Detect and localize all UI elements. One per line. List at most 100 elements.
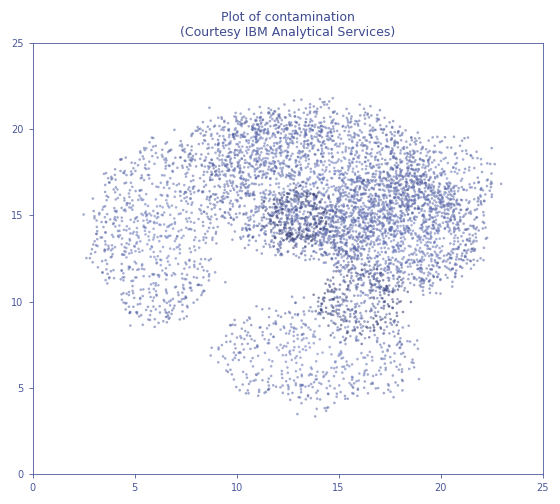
Point [327, 243, 336, 251]
Point [423, 244, 432, 253]
Point [364, 193, 373, 201]
Point [300, 236, 309, 244]
Point [325, 161, 334, 169]
Point [181, 292, 190, 300]
Point [352, 315, 361, 323]
Point [148, 297, 157, 305]
Point [327, 311, 336, 319]
Point [402, 259, 410, 267]
Point [303, 221, 312, 229]
Point [322, 229, 331, 237]
Point [374, 199, 383, 207]
Point [359, 134, 368, 142]
Point [405, 260, 414, 268]
Point [410, 281, 419, 289]
Point [272, 196, 281, 204]
Point [354, 214, 363, 222]
Point [356, 221, 365, 229]
Point [317, 142, 326, 150]
Point [360, 245, 369, 254]
Point [450, 190, 459, 198]
Point [368, 353, 377, 361]
Point [360, 298, 368, 306]
Point [404, 150, 413, 158]
Point [372, 258, 381, 266]
Point [261, 207, 270, 215]
Point [134, 245, 143, 253]
Point [450, 202, 459, 210]
Point [421, 179, 430, 187]
Point [203, 203, 212, 211]
Point [321, 250, 330, 259]
Point [419, 283, 428, 291]
Point [349, 155, 358, 163]
Point [233, 198, 242, 206]
Point [457, 206, 466, 214]
Point [299, 330, 308, 338]
Point [335, 293, 344, 301]
Point [295, 225, 304, 233]
Point [340, 210, 349, 218]
Point [116, 167, 125, 175]
Point [242, 331, 251, 339]
Point [374, 258, 382, 266]
Point [297, 128, 306, 136]
Point [314, 170, 323, 178]
Point [414, 205, 423, 213]
Point [122, 290, 131, 298]
Point [446, 216, 455, 224]
Point [349, 254, 358, 262]
Point [337, 271, 346, 279]
Point [250, 180, 259, 188]
Point [228, 171, 237, 179]
Point [352, 285, 361, 293]
Point [197, 281, 206, 289]
Point [144, 164, 153, 172]
Point [287, 217, 296, 225]
Point [150, 285, 158, 293]
Point [426, 205, 435, 213]
Point [332, 250, 341, 258]
Point [376, 196, 385, 204]
Point [236, 131, 245, 139]
Point [427, 180, 436, 188]
Point [307, 371, 316, 379]
Point [185, 225, 194, 233]
Point [396, 158, 405, 166]
Point [361, 158, 370, 166]
Point [307, 121, 316, 130]
Point [396, 207, 405, 215]
Point [389, 230, 398, 238]
Point [219, 132, 228, 140]
Point [386, 183, 395, 191]
Point [413, 179, 422, 187]
Point [312, 205, 321, 213]
Point [417, 255, 426, 263]
Point [400, 268, 409, 276]
Point [348, 158, 357, 166]
Point [267, 209, 276, 217]
Point [205, 159, 214, 167]
Point [297, 250, 306, 258]
Point [314, 216, 323, 224]
Point [277, 240, 286, 248]
Point [309, 167, 318, 175]
Point [444, 222, 452, 230]
Point [340, 169, 349, 177]
Point [206, 163, 214, 171]
Point [305, 125, 314, 133]
Point [320, 289, 329, 297]
Point [405, 169, 414, 177]
Point [251, 134, 260, 142]
Point [259, 159, 268, 167]
Point [134, 232, 143, 240]
Point [369, 185, 378, 194]
Point [347, 150, 356, 158]
Point [136, 295, 144, 303]
Point [360, 369, 369, 377]
Point [260, 197, 269, 205]
Point [389, 393, 398, 401]
Point [322, 132, 331, 140]
Point [292, 211, 301, 219]
Point [391, 172, 400, 180]
